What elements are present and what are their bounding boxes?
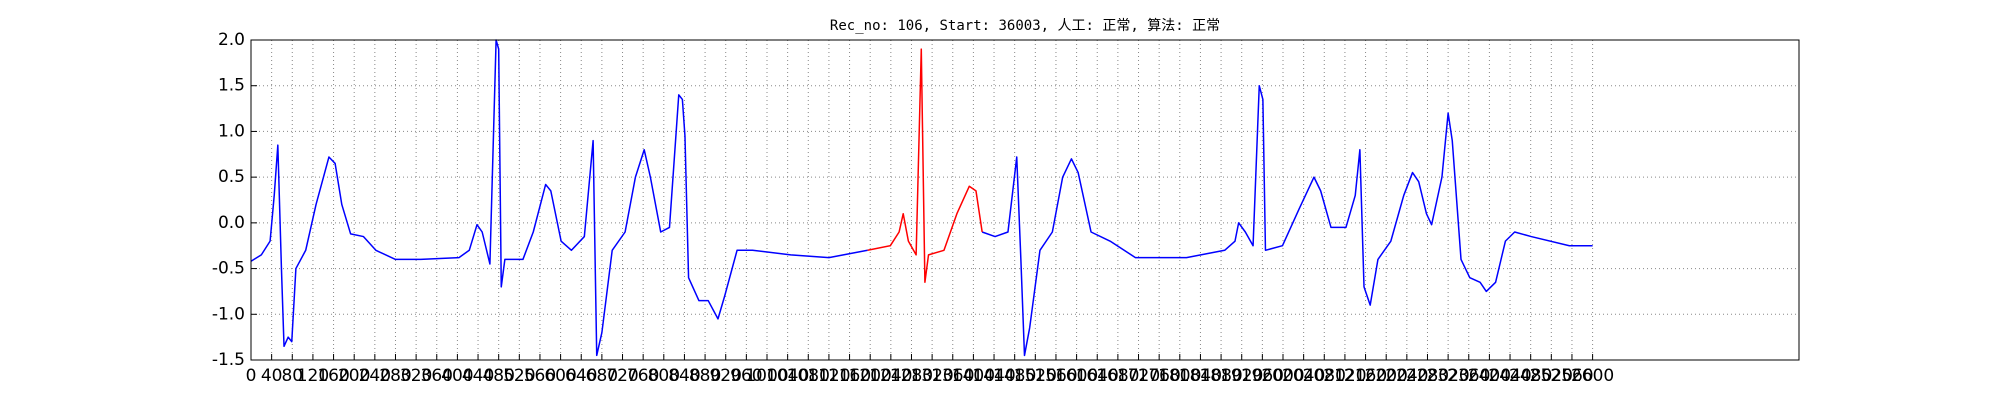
x-tick-label: 1000 [745,366,788,386]
x-tick-label: 80 [281,366,303,386]
x-tick-label: 1560 [1034,366,1077,386]
x-tick-label: 1360 [931,366,974,386]
x-tick-label: 1080 [787,366,830,386]
x-tick-label: 160 [317,366,349,386]
x-tick-label: 2400 [1468,366,1511,386]
y-tick-label: 0.0 [218,213,245,233]
x-tick-label: 2200 [1365,366,1408,386]
x-tick-label: 1520 [1014,366,1057,386]
x-tick-label: 360 [421,366,453,386]
x-tick-label: 400 [441,366,473,386]
x-tick-label: 960 [730,366,762,386]
x-tick-label: 640 [565,366,597,386]
x-tick-label: 0 [246,366,257,386]
x-tick-label: 240 [359,366,391,386]
x-tick-label: 1320 [910,366,953,386]
x-tick-label: 480 [482,366,514,386]
x-tick-label: 2360 [1447,366,1490,386]
chart-title: Rec_no: 106, Start: 36003, 人工: 正常, 算法: 正… [830,18,1220,34]
x-tick-label: 1680 [1096,366,1139,386]
x-tick-label: 200 [338,366,370,386]
y-tick-label: 2.0 [218,30,245,50]
x-tick-label: 840 [668,366,700,386]
series-line [867,48,983,284]
x-tick-label: 760 [627,366,659,386]
x-tick-label: 280 [379,366,411,386]
x-tick-label: 2120 [1323,366,1366,386]
x-tick-label: 1160 [828,366,871,386]
x-tick-label: 1720 [1117,366,1160,386]
x-tick-label: 40 [261,366,283,386]
x-tick-label: 800 [648,366,680,386]
x-tick-label: 2520 [1530,366,1573,386]
x-tick-label: 1200 [849,366,892,386]
x-tick-label: 720 [606,366,638,386]
x-tick-label: 520 [503,366,535,386]
x-tick-label: 2280 [1406,366,1449,386]
x-tick-label: 440 [462,366,494,386]
x-tick-label: 920 [709,366,741,386]
y-tick-label: 1.0 [218,121,245,141]
y-tick-label: -1.5 [212,350,245,370]
y-tick-label: -0.5 [212,259,245,279]
x-tick-label: 1800 [1158,366,1201,386]
x-tick-label: 1920 [1220,366,1263,386]
x-tick-label: 2320 [1426,366,1469,386]
x-tick-label: 1400 [952,366,995,386]
x-tick-label: 1880 [1199,366,1242,386]
x-tick-label: 2000 [1261,366,1304,386]
x-tick-label: 560 [524,366,556,386]
x-tick-label: 880 [689,366,721,386]
x-tick-label: 2240 [1385,366,1428,386]
x-tick-label: 2160 [1344,366,1387,386]
x-tick-label: 2440 [1488,366,1531,386]
x-tick-label: 2040 [1282,366,1325,386]
x-tick-label: 1840 [1179,366,1222,386]
plot-frame [250,39,1800,361]
x-tick-label: 1280 [890,366,933,386]
x-tick-label: 1640 [1076,366,1119,386]
x-tick-label: 1760 [1138,366,1181,386]
series-line [250,39,1593,357]
x-tick-label: 600 [544,366,576,386]
x-tick-label: 2080 [1303,366,1346,386]
x-tick-label: 2560 [1550,366,1593,386]
x-tick-label: 1480 [993,366,1036,386]
x-tick-label: 1600 [1055,366,1098,386]
x-tick-label: 680 [586,366,618,386]
x-tick-label: 2600 [1571,366,1614,386]
x-tick-label: 1440 [972,366,1015,386]
y-tick-label: 0.5 [218,167,245,187]
y-tick-label: -1.0 [212,304,245,324]
x-tick-label: 1240 [869,366,912,386]
y-tick-label: 1.5 [218,76,245,96]
x-tick-label: 1120 [807,366,850,386]
x-tick-label: 1960 [1241,366,1284,386]
x-tick-label: 1040 [766,366,809,386]
x-tick-label: 320 [400,366,432,386]
x-tick-label: 2480 [1509,366,1552,386]
x-tick-label: 120 [297,366,329,386]
